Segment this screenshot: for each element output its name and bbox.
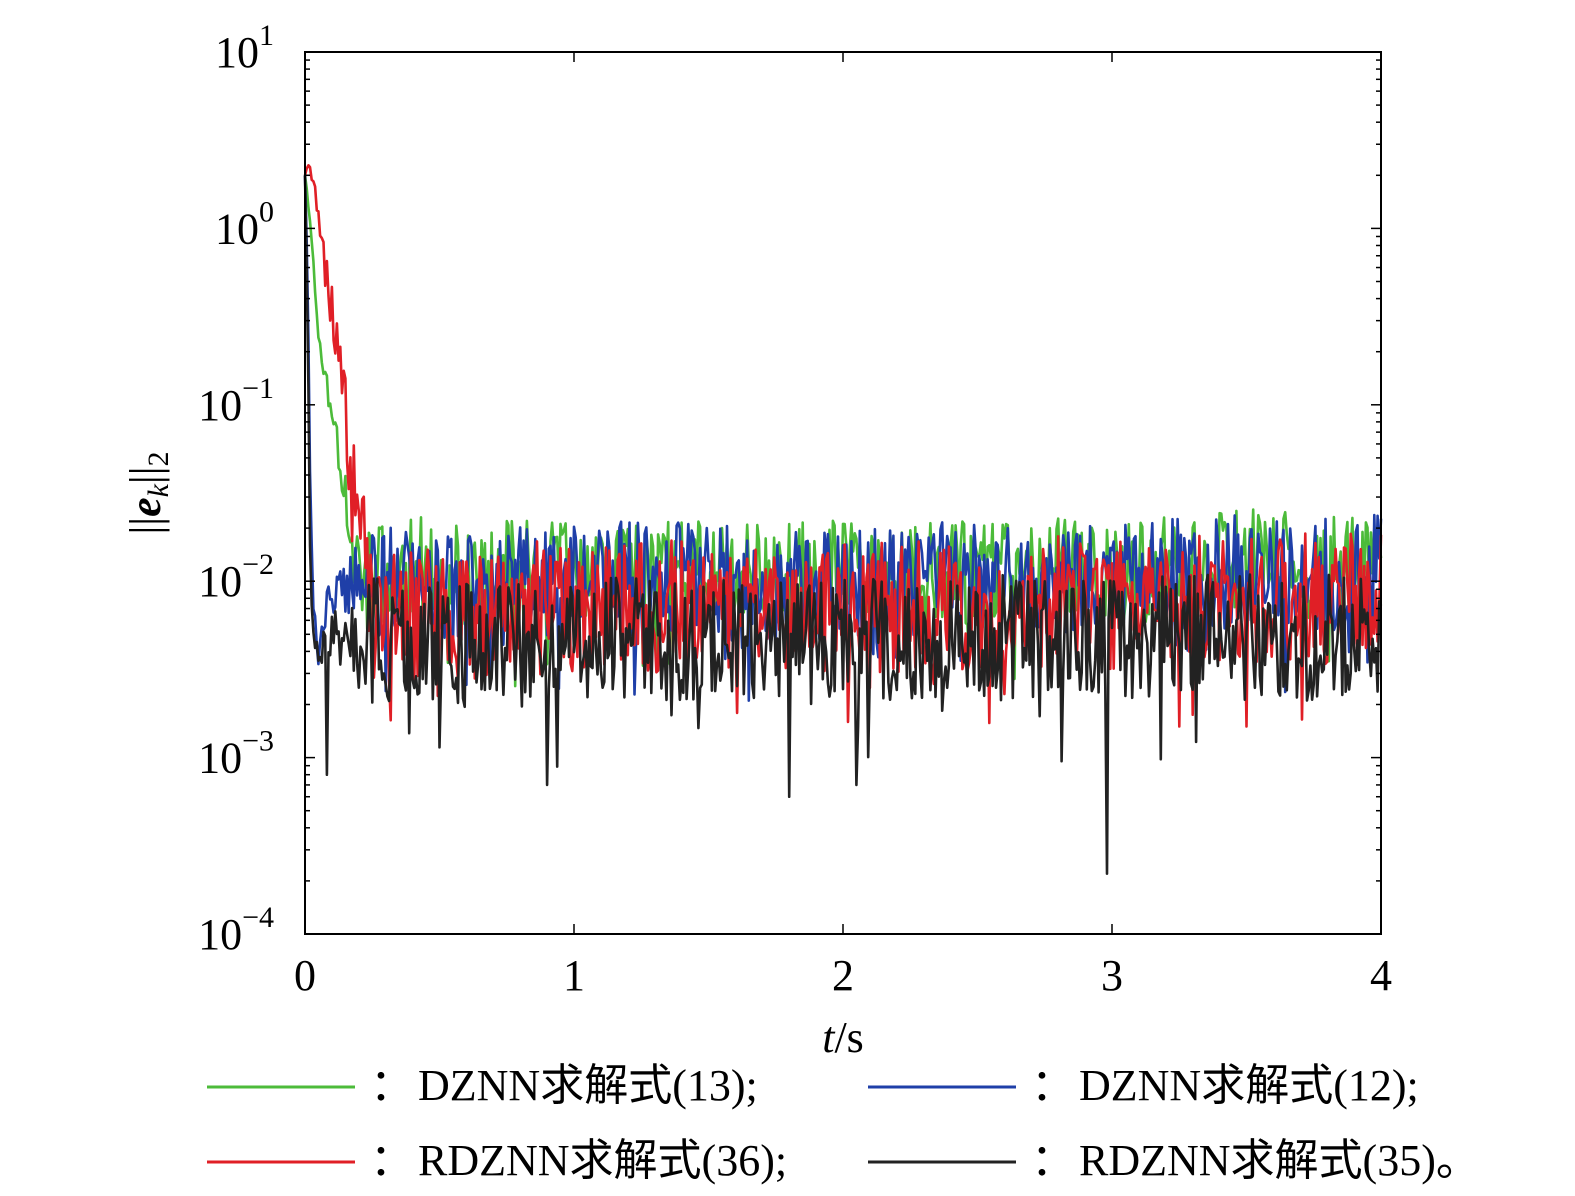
legend-separator: ： [370, 1136, 414, 1185]
legend-item: ： RDZNN求解式(36); [207, 1136, 787, 1185]
x-tick-label: 1 [563, 951, 585, 1000]
y-tick-label: 10−2 [198, 548, 274, 606]
legend-label: DZNN求解式(13); [418, 1061, 758, 1110]
legend-label: RDZNN求解式(36); [418, 1136, 787, 1185]
x-tick-label: 2 [832, 951, 854, 1000]
x-tick-label: 3 [1101, 951, 1123, 1000]
plot-frame [304, 51, 1382, 935]
x-axis-label: t/s [822, 1013, 864, 1062]
legend-item: ： DZNN求解式(12); [868, 1061, 1419, 1110]
y-axis-norm-sub: 2 [142, 451, 175, 466]
labels-layer: 0 1 2 3 4 101 100 10−1 10−2 10−3 10−4 [198, 19, 1392, 1000]
x-axis-var: t [822, 1013, 836, 1062]
y-tick-label: 10−4 [198, 901, 274, 959]
legend-item: ： DZNN求解式(13); [207, 1061, 758, 1110]
legend: ： DZNN求解式(13);： DZNN求解式(12);： RDZNN求解式(36);… [207, 1061, 1480, 1185]
y-axis-open: || [121, 517, 170, 535]
series-layer [303, 164, 1383, 875]
y-tick-label: 101 [215, 19, 274, 77]
y-axis-label: ||ek||2 [121, 451, 175, 534]
y-axis-sub: k [142, 483, 175, 497]
legend-separator: ： [370, 1061, 414, 1110]
y-axis-var: e [121, 497, 170, 517]
y-tick-label: 10−1 [198, 372, 274, 430]
x-tick-label: 4 [1370, 951, 1392, 1000]
y-axis-close: || [121, 466, 170, 484]
legend-label: RDZNN求解式(35)。 [1079, 1136, 1480, 1185]
legend-separator: ： [1031, 1136, 1075, 1185]
legend-label: DZNN求解式(12); [1079, 1061, 1419, 1110]
series-line-4 [303, 175, 1383, 875]
legend-separator: ： [1031, 1061, 1075, 1110]
x-axis-unit: /s [834, 1013, 863, 1062]
x-tick-label: 0 [294, 951, 316, 1000]
y-tick-label: 10−3 [198, 725, 274, 783]
y-tick-label: 100 [215, 195, 274, 253]
ticks-layer [304, 51, 1382, 935]
legend-item: ： RDZNN求解式(35)。 [868, 1136, 1480, 1185]
